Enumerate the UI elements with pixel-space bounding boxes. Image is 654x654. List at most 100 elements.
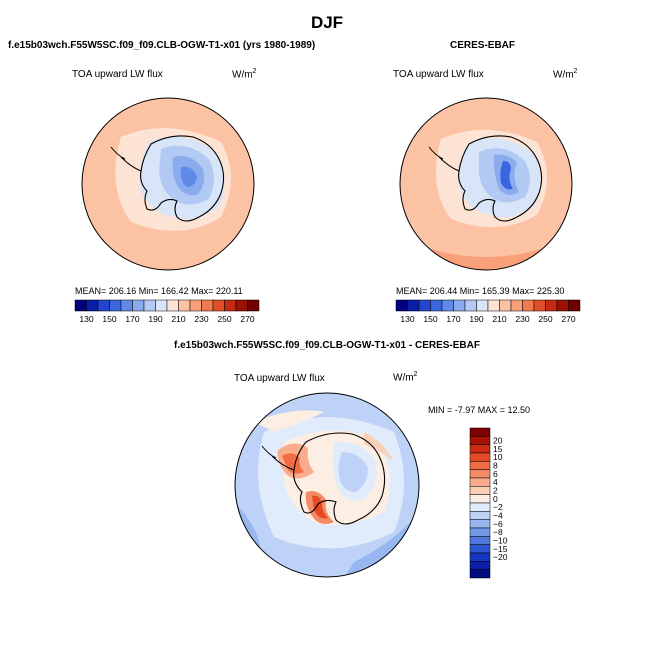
colorbar-swatch xyxy=(189,299,202,312)
colorbar-swatch xyxy=(247,299,260,312)
colorbar-swatch xyxy=(453,299,466,312)
colorbar-swatch xyxy=(533,299,546,312)
colorbar-tick-label: −15 xyxy=(493,544,508,554)
colorbar-tick-label: 130 xyxy=(400,314,414,324)
colorbar-swatch xyxy=(74,299,87,312)
model-variable-label: TOA upward LW flux xyxy=(72,69,163,80)
obs-units: W/m2 xyxy=(553,68,578,81)
colorbar-swatch xyxy=(469,511,491,520)
colorbar-swatch xyxy=(568,299,581,312)
diff-panel-title: f.e15b03wch.F55W5SC.f09_f09.CLB-OGW-T1-x… xyxy=(174,340,480,351)
colorbar-tick-label: 270 xyxy=(240,314,254,324)
colorbar-tick-label: 10 xyxy=(493,452,503,462)
colorbar-tick-label: 230 xyxy=(194,314,208,324)
colorbar-swatch xyxy=(120,299,133,312)
diff-stats: MIN = -7.97 MAX = 12.50 xyxy=(428,405,531,415)
colorbar-swatch xyxy=(476,299,489,312)
colorbar-tick-label: −4 xyxy=(493,511,503,521)
colorbar-swatch xyxy=(166,299,179,312)
colorbar-swatch xyxy=(86,299,99,312)
colorbar-swatch xyxy=(469,477,491,487)
colorbar-swatch xyxy=(469,561,491,570)
colorbar-tick-label: −6 xyxy=(493,519,503,529)
colorbar-tick-label: 130 xyxy=(79,314,93,324)
colorbar-tick-label: 2 xyxy=(493,486,498,496)
colorbar-swatch xyxy=(132,299,145,312)
colorbar-swatch xyxy=(178,299,191,312)
colorbar-swatch xyxy=(469,427,491,437)
colorbar-swatch xyxy=(469,469,491,479)
obs-polar-map xyxy=(399,97,573,271)
colorbar-swatch xyxy=(418,299,431,312)
obs-colorbar: 130 150 170 190 210 230 250 270 xyxy=(395,299,581,324)
colorbar-swatch xyxy=(469,552,491,562)
colorbar-swatch xyxy=(469,452,491,462)
colorbar-tick-label: −2 xyxy=(493,502,503,512)
colorbar-swatch xyxy=(487,299,500,312)
obs-variable-label: TOA upward LW flux xyxy=(393,69,484,80)
colorbar-swatch xyxy=(235,299,248,312)
diff-polar-map xyxy=(234,392,420,578)
colorbar-swatch xyxy=(407,299,420,312)
colorbar-swatch xyxy=(469,436,491,445)
colorbar-swatch xyxy=(109,299,122,312)
colorbar-swatch xyxy=(430,299,443,312)
colorbar-tick-label: 170 xyxy=(125,314,139,324)
colorbar-tick-label: 150 xyxy=(102,314,116,324)
colorbar-tick-label: −8 xyxy=(493,527,503,537)
colorbar-swatch xyxy=(469,444,491,454)
colorbar-tick-label: 150 xyxy=(423,314,437,324)
colorbar-tick-label: 15 xyxy=(493,444,503,454)
colorbar-tick-label: 190 xyxy=(469,314,483,324)
colorbar-tick-label: −20 xyxy=(493,552,508,562)
colorbar-tick-label: 250 xyxy=(217,314,231,324)
colorbar-tick-label: 210 xyxy=(171,314,185,324)
colorbar-tick-label: 6 xyxy=(493,469,498,479)
colorbar-tick-label: −10 xyxy=(493,536,508,546)
model-colorbar: 130 150 170 190 210 230 250 270 xyxy=(74,299,260,324)
colorbar-swatch xyxy=(224,299,237,312)
colorbar-swatch xyxy=(469,519,491,529)
colorbar-swatch xyxy=(464,299,477,312)
diff-units: W/m2 xyxy=(393,371,418,384)
colorbar-swatch xyxy=(469,527,491,537)
colorbar-swatch xyxy=(469,502,491,512)
colorbar-swatch xyxy=(469,536,491,545)
colorbar-tick-label: 210 xyxy=(492,314,506,324)
colorbar-swatch xyxy=(212,299,225,312)
model-panel-title: f.e15b03wch.F55W5SC.f09_f09.CLB-OGW-T1-x… xyxy=(8,40,316,51)
colorbar-swatch xyxy=(97,299,110,312)
colorbar-tick-label: 20 xyxy=(493,436,503,446)
colorbar-swatch xyxy=(469,544,491,554)
model-polar-map xyxy=(81,97,255,271)
colorbar-tick-label: 190 xyxy=(148,314,162,324)
diff-variable-label: TOA upward LW flux xyxy=(234,373,325,384)
colorbar-tick-label: 270 xyxy=(561,314,575,324)
colorbar-tick-label: 250 xyxy=(538,314,552,324)
colorbar-swatch xyxy=(556,299,569,312)
colorbar-swatch xyxy=(469,494,491,504)
colorbar-swatch xyxy=(469,569,491,579)
colorbar-swatch xyxy=(395,299,408,312)
figure-title: DJF xyxy=(310,13,344,32)
obs-stats: MEAN= 206.44 Min= 165.39 Max= 225.30 xyxy=(396,286,565,296)
colorbar-tick-label: 4 xyxy=(493,477,498,487)
colorbar-swatch xyxy=(545,299,558,312)
colorbar-tick-label: 8 xyxy=(493,461,498,471)
colorbar-swatch xyxy=(441,299,454,312)
colorbar-swatch xyxy=(201,299,214,312)
model-stats: MEAN= 206.16 Min= 166.42 Max= 220.11 xyxy=(75,286,243,296)
colorbar-swatch xyxy=(522,299,535,312)
obs-panel-title: CERES-EBAF xyxy=(450,40,516,51)
colorbar-swatch xyxy=(510,299,523,312)
colorbar-swatch xyxy=(499,299,512,312)
colorbar-swatch xyxy=(143,299,156,312)
model-units: W/m2 xyxy=(232,68,257,81)
colorbar-tick-label: 230 xyxy=(515,314,529,324)
colorbar-tick-label: 170 xyxy=(446,314,460,324)
colorbar-swatch xyxy=(155,299,168,312)
colorbar-swatch xyxy=(469,486,491,495)
colorbar-swatch xyxy=(469,461,491,470)
colorbar-tick-label: 0 xyxy=(493,494,498,504)
